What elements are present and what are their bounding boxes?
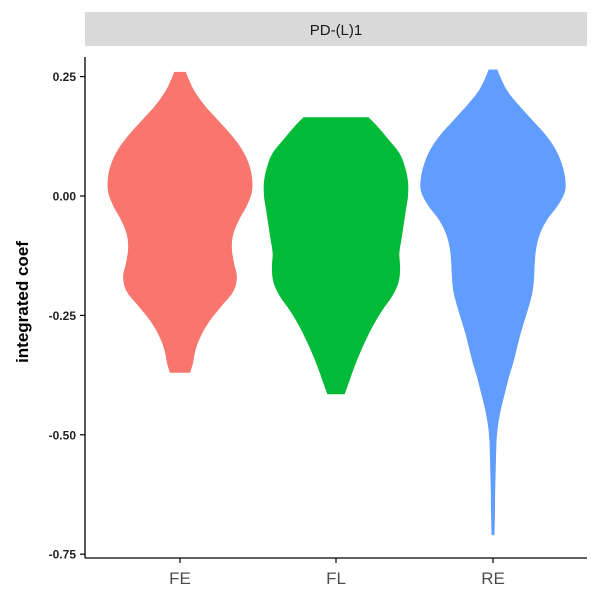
y-axis-title: integrated coef — [13, 241, 32, 363]
violin-fl — [263, 117, 409, 395]
facet-strip-label: PD-(L)1 — [310, 22, 363, 39]
y-tick-label: 0.25 — [53, 70, 77, 84]
violin-fe — [107, 71, 253, 373]
y-tick-label: -0.25 — [49, 309, 77, 323]
y-tick-label: -0.75 — [49, 548, 77, 562]
x-tick-label-fl: FL — [326, 569, 346, 588]
y-tick-label: 0.00 — [53, 190, 77, 204]
x-tick-label-fe: FE — [169, 569, 191, 588]
x-axis-ticks: FE FL RE — [169, 558, 505, 588]
facet-strip — [85, 12, 587, 46]
violins-group — [107, 69, 566, 536]
y-axis-ticks: 0.25 0.00 -0.25 -0.50 -0.75 — [49, 70, 85, 562]
x-tick-label-re: RE — [481, 569, 505, 588]
violin-re — [420, 69, 566, 536]
y-tick-label: -0.50 — [49, 428, 77, 442]
